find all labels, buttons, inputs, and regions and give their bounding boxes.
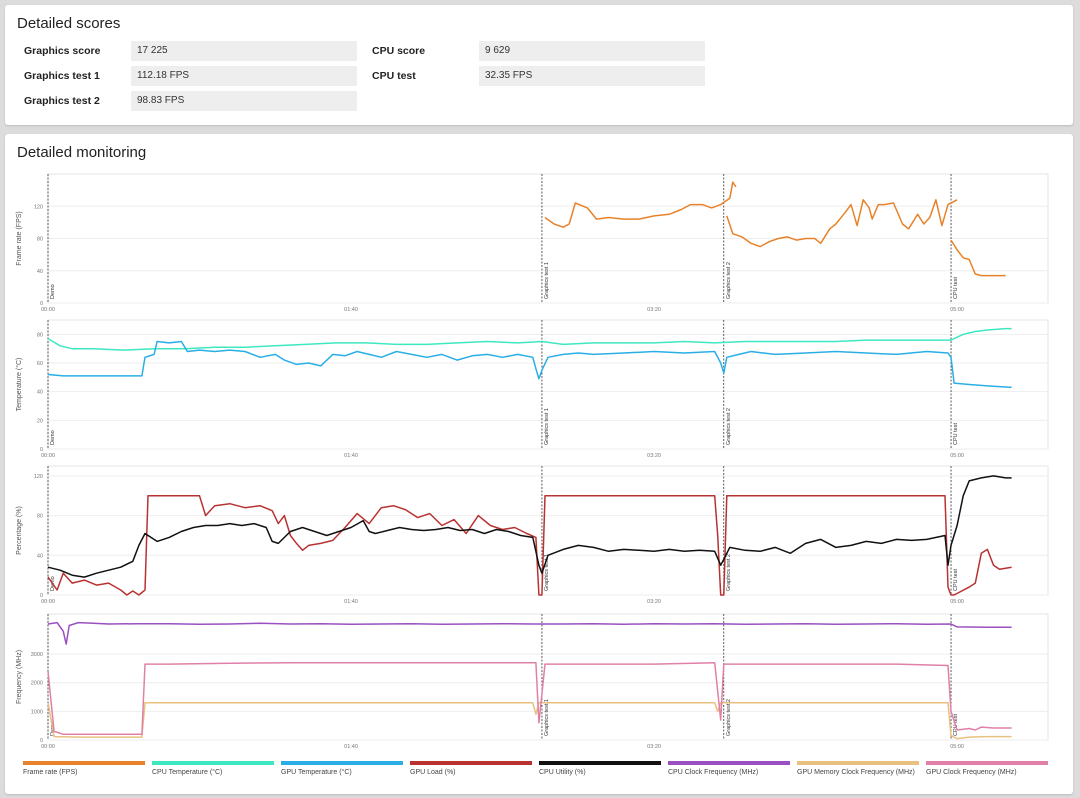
y-tick-label: 1000 bbox=[31, 709, 43, 715]
series-line bbox=[950, 239, 1006, 277]
x-tick-label: 00:00 bbox=[41, 453, 55, 459]
series-line bbox=[726, 199, 958, 248]
series-line bbox=[47, 621, 1012, 645]
x-tick-label: 03:20 bbox=[647, 453, 661, 459]
monitoring-title: Detailed monitoring bbox=[17, 144, 147, 161]
phase-marker-label: Graphics test 1 bbox=[544, 408, 550, 445]
legend-label: GPU Temperature (°C) bbox=[281, 769, 352, 776]
y-tick-label: 40 bbox=[37, 269, 43, 275]
phase-marker-label: Graphics test 2 bbox=[726, 408, 732, 445]
legend-item[interactable]: CPU Clock Frequency (MHz) bbox=[668, 761, 790, 783]
legend-item[interactable]: CPU Utility (%) bbox=[539, 761, 661, 783]
y-tick-label: 80 bbox=[37, 514, 43, 520]
phase-marker-label: CPU test bbox=[953, 277, 959, 299]
legend-item[interactable]: Frame rate (FPS) bbox=[23, 761, 145, 783]
legend-item[interactable]: GPU Load (%) bbox=[410, 761, 532, 783]
legend-item[interactable]: CPU Temperature (°C) bbox=[152, 761, 274, 783]
x-tick-label: 01:40 bbox=[344, 744, 358, 750]
series-line bbox=[47, 340, 1012, 389]
legend-color-bar bbox=[668, 761, 790, 765]
x-tick-label: 00:00 bbox=[41, 744, 55, 750]
cpu-test-label: CPU test bbox=[372, 70, 416, 82]
series-line bbox=[47, 475, 1012, 578]
scores-title: Detailed scores bbox=[17, 15, 121, 32]
legend-item[interactable]: GPU Clock Frequency (MHz) bbox=[926, 761, 1048, 783]
phase-marker-label: Graphics test 1 bbox=[544, 699, 550, 736]
y-tick-label: 120 bbox=[34, 474, 43, 480]
y-tick-label: 60 bbox=[37, 361, 43, 367]
y-tick-label: 120 bbox=[34, 204, 43, 210]
series-line bbox=[47, 327, 1012, 351]
series-line bbox=[544, 181, 737, 228]
y-tick-label: 0 bbox=[40, 593, 43, 599]
legend-color-bar bbox=[410, 761, 532, 765]
series-line bbox=[47, 661, 1012, 736]
graphics-test-1-label: Graphics test 1 bbox=[24, 70, 100, 82]
graphics-score-value: 17 225 bbox=[131, 41, 357, 61]
cpu-score-label: CPU score bbox=[372, 45, 426, 57]
legend-label: GPU Clock Frequency (MHz) bbox=[926, 769, 1017, 776]
phase-marker-label: Graphics test 2 bbox=[726, 554, 732, 591]
cpu-test-value: 32.35 FPS bbox=[479, 66, 705, 86]
x-tick-label: 00:00 bbox=[41, 599, 55, 605]
legend-label: GPU Load (%) bbox=[410, 769, 456, 776]
graphics-test-2-label: Graphics test 2 bbox=[24, 95, 100, 107]
y-tick-label: 20 bbox=[37, 418, 43, 424]
legend-color-bar bbox=[23, 761, 145, 765]
y-tick-label: 3000 bbox=[31, 652, 43, 658]
graphics-test-1-value: 112.18 FPS bbox=[131, 66, 357, 86]
legend-color-bar bbox=[926, 761, 1048, 765]
phase-marker-label: Graphics test 2 bbox=[726, 262, 732, 299]
legend-color-bar bbox=[281, 761, 403, 765]
legend-color-bar bbox=[539, 761, 661, 765]
y-tick-label: 0 bbox=[40, 301, 43, 307]
phase-marker-label: Demo bbox=[50, 430, 56, 445]
y-tick-label: 80 bbox=[37, 237, 43, 243]
phase-marker-label: Graphics test 1 bbox=[544, 554, 550, 591]
y-axis-label: Frame rate (FPS) bbox=[16, 211, 23, 265]
x-tick-label: 03:20 bbox=[647, 307, 661, 313]
x-tick-label: 05:00 bbox=[950, 744, 964, 750]
x-tick-label: 03:20 bbox=[647, 744, 661, 750]
y-tick-label: 0 bbox=[40, 738, 43, 744]
x-tick-label: 00:00 bbox=[41, 307, 55, 313]
phase-marker-label: Demo bbox=[50, 284, 56, 299]
series-line bbox=[47, 702, 1012, 740]
legend-label: GPU Memory Clock Frequency (MHz) bbox=[797, 769, 915, 776]
monitoring-charts: 0 40 80 120 00:00 01:40 03:20 05:00 Frame rate (… bbox=[15, 173, 1049, 750]
phase-marker-label: Graphics test 2 bbox=[726, 699, 732, 736]
legend-label: Frame rate (FPS) bbox=[23, 769, 78, 776]
y-axis-label: Temperature (°C) bbox=[15, 358, 23, 412]
cpu-score-value: 9 629 bbox=[479, 41, 705, 61]
legend-color-bar bbox=[152, 761, 274, 765]
graphics-score-label: Graphics score bbox=[24, 45, 101, 57]
legend-label: CPU Clock Frequency (MHz) bbox=[668, 769, 759, 776]
legend-item[interactable]: GPU Memory Clock Frequency (MHz) bbox=[797, 761, 919, 783]
y-tick-label: 80 bbox=[37, 332, 43, 338]
x-tick-label: 01:40 bbox=[344, 599, 358, 605]
legend-label: CPU Temperature (°C) bbox=[152, 769, 223, 776]
y-axis-label: Percentage (%) bbox=[16, 506, 23, 555]
x-tick-label: 01:40 bbox=[344, 453, 358, 459]
y-tick-label: 0 bbox=[40, 447, 43, 453]
x-tick-label: 05:00 bbox=[950, 307, 964, 313]
graphics-test-2-value: 98.83 FPS bbox=[131, 91, 357, 111]
legend-label: CPU Utility (%) bbox=[539, 769, 586, 776]
y-tick-label: 40 bbox=[37, 553, 43, 559]
x-tick-label: 01:40 bbox=[344, 307, 358, 313]
x-tick-label: 03:20 bbox=[647, 599, 661, 605]
x-tick-label: 05:00 bbox=[950, 453, 964, 459]
phase-marker-label: Graphics test 1 bbox=[544, 262, 550, 299]
detailed-scores-panel: Detailed scores Graphics score 17 225 Gr… bbox=[5, 5, 1073, 125]
y-tick-label: 40 bbox=[37, 390, 43, 396]
legend-color-bar bbox=[797, 761, 919, 765]
series-line bbox=[47, 495, 1012, 596]
legend-item[interactable]: GPU Temperature (°C) bbox=[281, 761, 403, 783]
detailed-monitoring-panel: Detailed monitoring 0 40 80 120 00:00 01:40 03… bbox=[5, 134, 1073, 794]
y-axis-label: Frequency (MHz) bbox=[16, 650, 23, 704]
y-tick-label: 2000 bbox=[31, 681, 43, 687]
x-tick-label: 05:00 bbox=[950, 599, 964, 605]
phase-marker-label: CPU test bbox=[953, 569, 959, 591]
phase-marker-label: CPU test bbox=[953, 423, 959, 445]
